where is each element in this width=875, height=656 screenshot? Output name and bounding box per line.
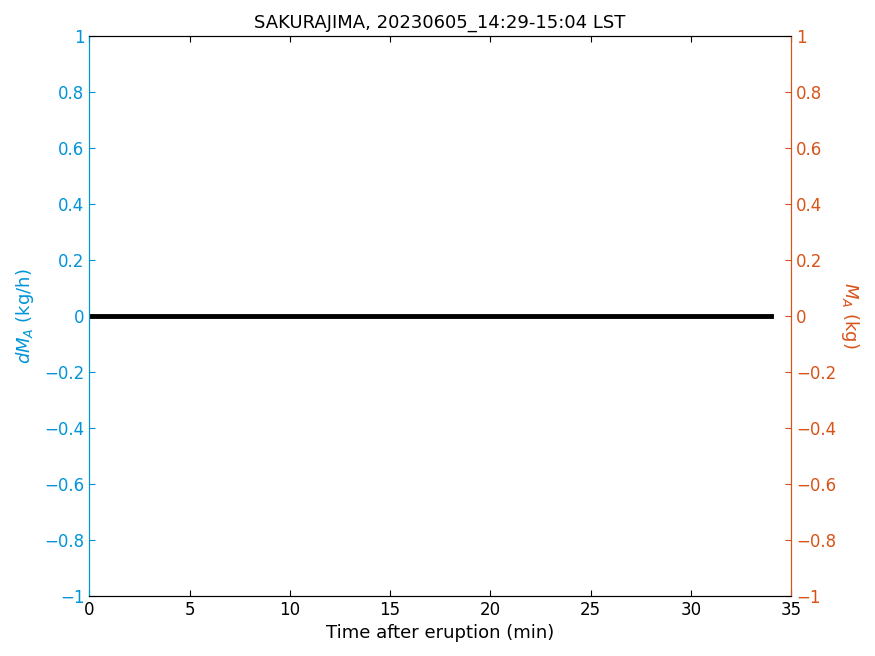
Y-axis label: $dM_A$ (kg/h): $dM_A$ (kg/h) — [14, 268, 36, 363]
Y-axis label: $M_A$ (kg): $M_A$ (kg) — [839, 283, 861, 349]
X-axis label: Time after eruption (min): Time after eruption (min) — [326, 624, 554, 642]
Title: SAKURAJIMA, 20230605_14:29-15:04 LST: SAKURAJIMA, 20230605_14:29-15:04 LST — [255, 14, 626, 32]
